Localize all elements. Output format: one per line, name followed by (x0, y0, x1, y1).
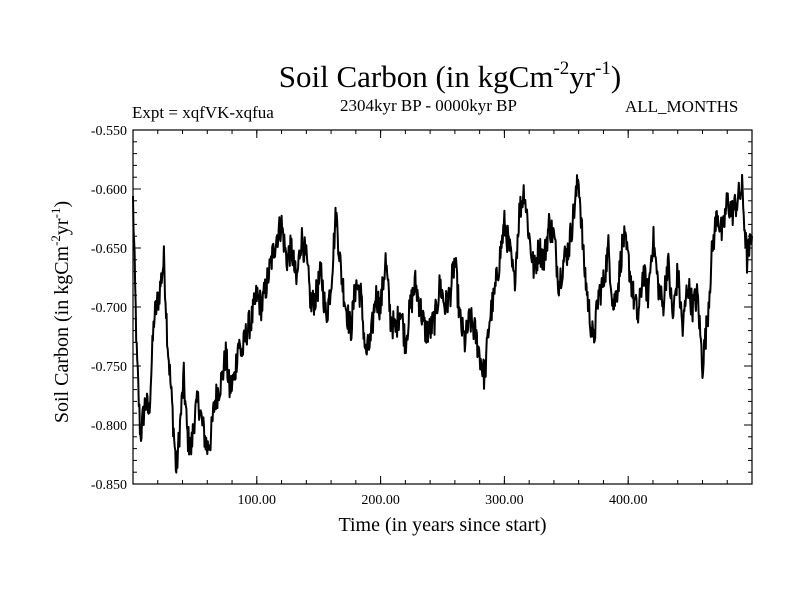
y-axis-title-superscript: -1 (48, 208, 63, 219)
y-tick-label: -0.700 (91, 301, 127, 316)
y-axis-title-text: Soil Carbon (in kgCm (51, 245, 73, 423)
chart-title-close: ) (610, 59, 622, 94)
period-label: 2304kyr BP - 0000kyr BP (340, 96, 517, 115)
x-tick-label: 200.00 (361, 493, 400, 508)
x-tick-label: 100.00 (238, 493, 277, 508)
y-tick-label: -0.800 (91, 419, 127, 434)
y-axis-title-superscript: -2 (48, 235, 63, 246)
x-axis-title: Time (in years since start) (338, 514, 546, 536)
series-layer (132, 173, 753, 474)
x-tick-label: 300.00 (485, 493, 524, 508)
y-axis-title-text: yr (51, 218, 73, 235)
chart-title-unit: yr (569, 59, 596, 94)
x-tick-label: 400.00 (609, 493, 648, 508)
y-tick-label: -0.750 (91, 360, 127, 375)
chart-title: Soil Carbon (in kgCm-2yr-1) (0, 58, 800, 95)
y-axis-title: Soil Carbon (in kgCm-2yr-1) (48, 201, 73, 423)
y-tick-label: -0.850 (91, 478, 127, 493)
months-label: ALL_MONTHS (625, 97, 739, 116)
y-tick-label: -0.600 (91, 183, 127, 198)
chart-title-superscript-2: -1 (595, 58, 611, 79)
axis-ticks: -0.850 -0.800 -0.750 -0.700 -0.650 -0.600 -0.5… (91, 124, 753, 508)
series-line (132, 173, 753, 474)
chart-title-text: Soil Carbon (in kgCm (278, 59, 554, 94)
y-tick-label: -0.650 (91, 242, 127, 257)
chart-title-superscript-1: -2 (553, 58, 570, 79)
experiment-label: Expt = xqfVK-xqfua (132, 103, 274, 122)
y-tick-label: -0.550 (91, 124, 127, 139)
plot-frame (132, 129, 753, 485)
y-axis-title-text: ) (51, 201, 73, 208)
